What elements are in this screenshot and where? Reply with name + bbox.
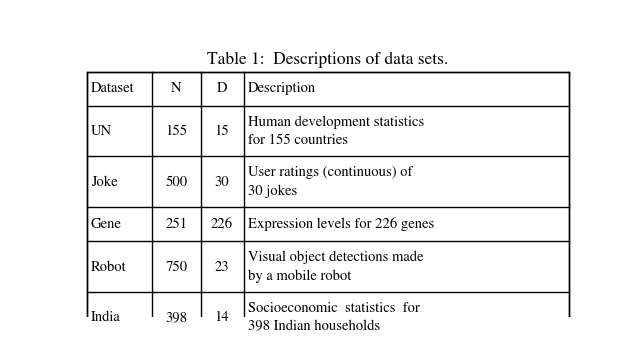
Text: 30: 30 [215,175,230,189]
Text: 23: 23 [215,260,230,273]
Text: Socioeconomic  statistics  for
398 Indian households: Socioeconomic statistics for 398 Indian … [248,302,420,334]
Text: Table 1:  Descriptions of data sets.: Table 1: Descriptions of data sets. [207,52,449,68]
Text: Human development statistics
for 155 countries: Human development statistics for 155 cou… [248,115,424,147]
Text: 750: 750 [165,260,188,273]
Text: 15: 15 [215,125,230,138]
Text: N: N [171,82,182,95]
Text: India: India [91,311,121,324]
Text: Dataset: Dataset [91,82,134,95]
Text: 251: 251 [165,218,188,231]
Text: Gene: Gene [91,218,122,231]
Text: 14: 14 [215,311,230,324]
Text: D: D [217,82,227,95]
Text: User ratings (continuous) of
30 jokes: User ratings (continuous) of 30 jokes [248,166,412,198]
Text: Visual object detections made
by a mobile robot: Visual object detections made by a mobil… [248,251,423,283]
Text: Joke: Joke [91,175,118,189]
Text: UN: UN [91,125,112,138]
Text: 155: 155 [165,125,188,138]
Text: Robot: Robot [91,260,127,273]
Text: 398: 398 [166,311,188,324]
Text: 226: 226 [211,218,233,231]
Text: 500: 500 [165,175,188,189]
Text: Expression levels for 226 genes: Expression levels for 226 genes [248,218,434,231]
Text: Description: Description [248,82,316,95]
